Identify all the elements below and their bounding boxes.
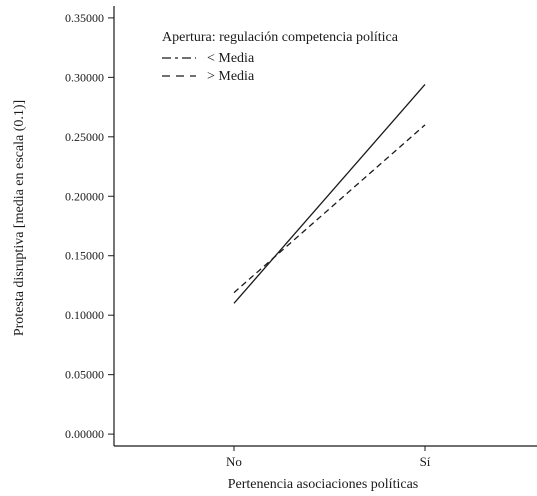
legend-items: < Media > Media (162, 51, 255, 84)
y-axis: 0.00000 0.05000 0.10000 0.15000 0.20000 0.250… (65, 6, 115, 446)
series-lines (233, 84, 426, 304)
y-tick-label: 0.30000 (65, 70, 104, 84)
y-tick-label: 0.10000 (65, 308, 104, 322)
legend-label-2: > Media (207, 69, 255, 84)
x-tick-label: Sí (420, 454, 431, 469)
x-axis: No Sí (114, 445, 537, 469)
y-ticks: 0.00000 0.05000 0.10000 0.15000 0.20000 0.250… (65, 11, 114, 441)
x-tick-label: No (226, 454, 242, 469)
series-line-2 (233, 124, 426, 294)
legend: Apertura: regulación competencia polític… (162, 30, 399, 84)
y-tick-label: 0.35000 (65, 11, 104, 25)
x-ticks: No Sí (226, 446, 431, 469)
legend-label-1: < Media (207, 51, 255, 66)
y-tick-label: 0.15000 (65, 249, 104, 263)
y-tick-label: 0.00000 (65, 427, 104, 441)
legend-title: Apertura: regulación competencia polític… (162, 30, 399, 45)
y-tick-label: 0.20000 (65, 189, 104, 203)
y-axis-label: Protesta disruptiva [media en escala (0.… (12, 100, 27, 336)
y-tick-label: 0.05000 (65, 368, 104, 382)
y-tick-label: 0.25000 (65, 130, 104, 144)
series-line-1 (233, 84, 426, 304)
x-axis-label: Pertenencia asociaciones políticas (228, 477, 418, 492)
